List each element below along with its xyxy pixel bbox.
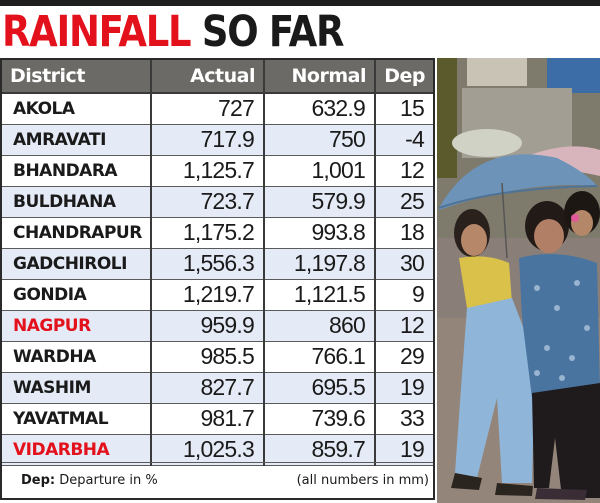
headline-part-black: SO FAR	[201, 7, 345, 57]
table-row: NAGPUR 959.9 860 12	[2, 310, 433, 342]
table-row: CHANDRAPUR 1,175.2 993.8 18	[2, 217, 433, 249]
table-row: AMRAVATI 717.9 750 -4	[2, 124, 433, 156]
header-dep: Dep	[375, 60, 433, 94]
normal-cell: 766.1	[264, 341, 376, 373]
dep-cell: 33	[375, 403, 433, 435]
table-row: VIDARBHA 1,025.3 859.7 19	[2, 434, 433, 466]
normal-cell: 632.9	[264, 93, 376, 125]
table-row: WARDHA 985.5 766.1 29	[2, 341, 433, 373]
table-row: BHANDARA 1,125.7 1,001 12	[2, 155, 433, 187]
headline: RAINFALL SO FAR	[2, 7, 345, 57]
district-cell: BULDHANA	[2, 186, 152, 218]
header-district: District	[2, 60, 152, 94]
table-header-row: District Actual Normal Dep	[2, 60, 433, 94]
normal-cell: 739.6	[264, 403, 376, 435]
rainfall-table-panel: District Actual Normal Dep AKOLA 727 632.9…	[0, 58, 435, 500]
rainfall-table: District Actual Normal Dep AKOLA 727 632.9…	[2, 60, 433, 466]
dep-cell: 15	[375, 93, 433, 125]
normal-cell: 860	[264, 310, 376, 342]
district-cell: CHANDRAPUR	[2, 217, 152, 249]
photo-illustration	[437, 58, 600, 503]
district-cell: YAVATMAL	[2, 403, 152, 435]
header-normal: Normal	[264, 60, 376, 94]
table-row: BULDHANA 723.7 579.9 25	[2, 186, 433, 218]
normal-cell: 695.5	[264, 372, 376, 404]
district-cell: GONDIA	[2, 279, 152, 311]
district-cell: WARDHA	[2, 341, 152, 373]
actual-cell: 1,175.2	[151, 217, 265, 249]
top-rule	[0, 0, 600, 6]
dep-cell: 12	[375, 155, 433, 187]
actual-cell: 727	[151, 93, 265, 125]
actual-cell: 1,025.3	[151, 434, 265, 466]
dep-cell: 19	[375, 434, 433, 466]
actual-cell: 717.9	[151, 124, 265, 156]
headline-part-red: RAINFALL	[2, 7, 192, 57]
actual-cell: 1,219.7	[151, 279, 265, 311]
normal-cell: 859.7	[264, 434, 376, 466]
normal-cell: 1,197.8	[264, 248, 376, 280]
normal-cell: 1,001	[264, 155, 376, 187]
dep-cell: 12	[375, 310, 433, 342]
actual-cell: 827.7	[151, 372, 265, 404]
table-row: GONDIA 1,219.7 1,121.5 9	[2, 279, 433, 311]
district-cell: WASHIM	[2, 372, 152, 404]
dep-cell: -4	[375, 124, 433, 156]
normal-cell: 750	[264, 124, 376, 156]
table-row: AKOLA 727 632.9 15	[2, 93, 433, 125]
normal-cell: 993.8	[264, 217, 376, 249]
district-cell: BHANDARA	[2, 155, 152, 187]
actual-cell: 985.5	[151, 341, 265, 373]
district-cell: VIDARBHA	[2, 434, 152, 466]
legend-label: Dep:	[21, 473, 56, 488]
header-actual: Actual	[151, 60, 265, 94]
units-note: (all numbers in mm)	[296, 473, 429, 488]
dep-cell: 9	[375, 279, 433, 311]
normal-cell: 1,121.5	[264, 279, 376, 311]
actual-cell: 959.9	[151, 310, 265, 342]
district-cell: GADCHIROLI	[2, 248, 152, 280]
table-row: YAVATMAL 981.7 739.6 33	[2, 403, 433, 435]
table-row: WASHIM 827.7 695.5 19	[2, 372, 433, 404]
rain-photo	[437, 58, 600, 503]
table-footer: Dep: Departure in % (all numbers in mm)	[2, 462, 433, 498]
dep-cell: 19	[375, 372, 433, 404]
dep-cell: 30	[375, 248, 433, 280]
district-cell: AKOLA	[2, 93, 152, 125]
district-cell: AMRAVATI	[2, 124, 152, 156]
dep-cell: 18	[375, 217, 433, 249]
district-cell: NAGPUR	[2, 310, 152, 342]
actual-cell: 1,125.7	[151, 155, 265, 187]
actual-cell: 723.7	[151, 186, 265, 218]
legend-text: Departure in %	[55, 473, 158, 488]
actual-cell: 981.7	[151, 403, 265, 435]
normal-cell: 579.9	[264, 186, 376, 218]
dep-cell: 29	[375, 341, 433, 373]
dep-cell: 25	[375, 186, 433, 218]
actual-cell: 1,556.3	[151, 248, 265, 280]
legend-note: Dep: Departure in %	[21, 473, 158, 488]
table-row: GADCHIROLI 1,556.3 1,197.8 30	[2, 248, 433, 280]
